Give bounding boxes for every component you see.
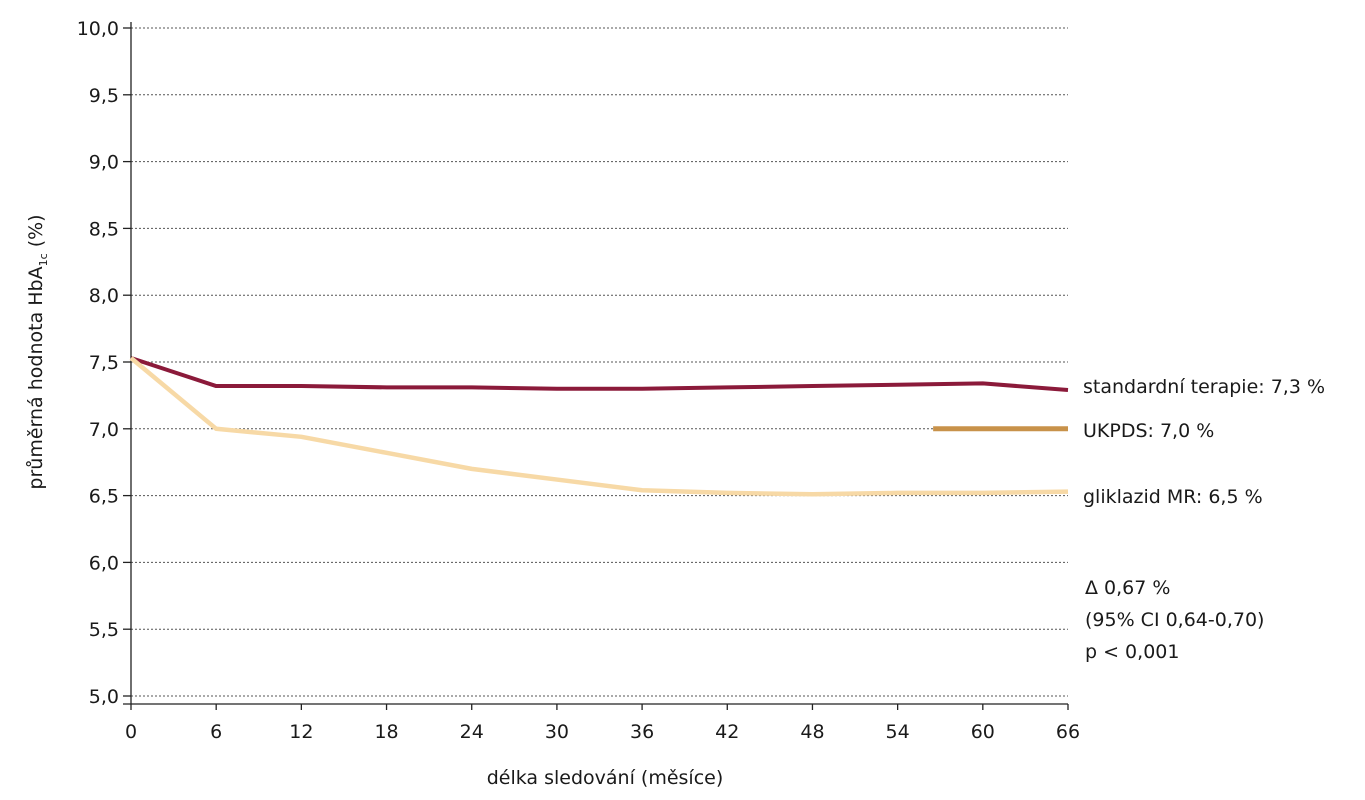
y-axis-title-main: průměrná hodnota HbA	[25, 266, 47, 489]
y-tick-label: 8,5	[89, 218, 119, 240]
annotation-line: p < 0,001	[1085, 641, 1179, 663]
y-tick-label: 6,5	[89, 486, 119, 508]
x-tick-label: 0	[125, 721, 137, 743]
y-tick-label: 5,5	[89, 619, 119, 641]
y-tick-label: 10,0	[77, 18, 119, 40]
series-end-label: UKPDS: 7,0 %	[1083, 420, 1214, 442]
annotation-line: (95% CI 0,64-0,70)	[1085, 609, 1264, 631]
x-tick-label: 66	[1056, 721, 1080, 743]
x-tick-label: 48	[800, 721, 824, 743]
annotation-line: Δ 0,67 %	[1085, 577, 1170, 599]
y-tick-label: 8,0	[89, 285, 119, 307]
y-axis-title: průměrná hodnota HbA1c (%)	[25, 214, 50, 489]
y-tick-label: 9,0	[89, 152, 119, 174]
x-tick-label: 18	[374, 721, 398, 743]
series-end-label: gliklazid MR: 6,5 %	[1083, 486, 1263, 508]
y-tick-label: 9,5	[89, 85, 119, 107]
series-line	[130, 356, 1069, 393]
y-tick-label: 6,0	[89, 552, 119, 574]
grid-lines	[131, 27, 1068, 697]
x-tick-label: 54	[886, 721, 910, 743]
axes	[123, 22, 1069, 710]
series-labels: standardní terapie: 7,3 % UKPDS: 7,0 % gli…	[1083, 376, 1325, 508]
x-tick-label: 36	[630, 721, 654, 743]
x-tick-label: 6	[210, 721, 222, 743]
x-tick-label: 24	[460, 721, 484, 743]
x-tick-labels: 0 6 12 18 24 30 36 42 48 54 60 66	[125, 721, 1080, 743]
x-tick-label: 30	[545, 721, 569, 743]
series-lines	[129, 356, 1069, 497]
y-axis-title-suffix: (%)	[25, 214, 47, 253]
stat-annotation: Δ 0,67 % (95% CI 0,64-0,70) p < 0,001	[1085, 577, 1264, 663]
y-axis-title-subscript: 1c	[37, 253, 50, 266]
y-tick-label: 7,0	[89, 419, 119, 441]
x-tick-label: 12	[289, 721, 313, 743]
y-tick-label: 7,5	[89, 352, 119, 374]
y-tick-labels: 5,0 5,5 6,0 6,5 7,0 7,5 8,0 8,5 9,0 9,5 10,0	[77, 18, 119, 708]
series-line	[129, 356, 1069, 497]
x-tick-label: 60	[971, 721, 995, 743]
x-tick-label: 42	[715, 721, 739, 743]
x-axis-title: délka sledování (měsíce)	[487, 767, 724, 789]
y-tick-label: 5,0	[89, 686, 119, 708]
series-end-label: standardní terapie: 7,3 %	[1083, 376, 1325, 398]
